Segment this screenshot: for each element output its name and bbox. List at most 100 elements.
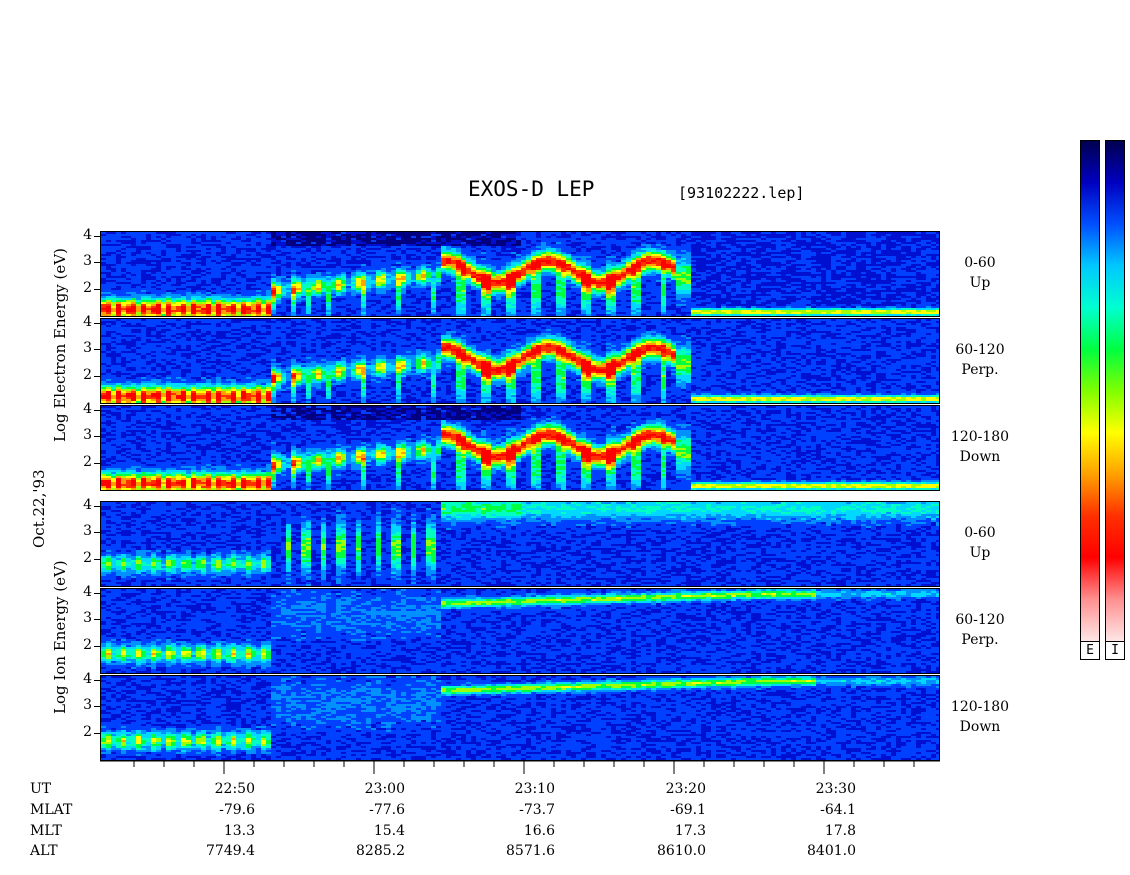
spectrogram-cell	[621, 234, 626, 236]
spectrogram-cell	[251, 270, 256, 272]
spectrogram-cell	[441, 274, 446, 276]
spectrogram-cell	[166, 246, 171, 248]
spectrogram-cell	[446, 256, 451, 258]
spectrogram-cell	[236, 282, 241, 284]
spectrogram-cell	[186, 232, 191, 234]
spectrogram-cell	[556, 252, 561, 254]
spectrogram-cell	[201, 288, 206, 290]
spectrogram-cell	[231, 300, 236, 302]
spectrogram-cell	[586, 312, 591, 314]
spectrogram-cell	[591, 256, 596, 258]
spectrogram-cell	[621, 272, 626, 274]
spectrogram-cell	[611, 264, 616, 266]
spectrogram-cell	[106, 238, 111, 240]
spectrogram-cell	[636, 294, 641, 296]
spectrogram-cell	[531, 294, 536, 296]
spectrogram-cell	[446, 240, 451, 242]
spectrogram-cell	[421, 246, 426, 248]
spectrogram-cell	[271, 250, 276, 252]
spectrogram-cell	[411, 236, 416, 238]
spectrogram-cell	[501, 272, 506, 274]
spectrogram-cell	[271, 246, 276, 248]
spectrogram-cell	[336, 262, 341, 264]
spectrogram-cell	[606, 244, 611, 246]
spectrogram-cell	[501, 232, 506, 234]
spectrogram-cell	[121, 260, 126, 262]
spectrogram-cell	[276, 262, 281, 264]
spectrogram-cell	[456, 250, 461, 252]
spectrogram-cell	[666, 258, 671, 260]
spectrogram-cell	[546, 286, 551, 288]
spectrogram-cell	[626, 264, 631, 266]
spectrogram-cell	[276, 280, 281, 282]
spectrogram-cell	[321, 274, 326, 276]
spectrogram-cell	[596, 284, 601, 286]
spectrogram-cell	[371, 276, 376, 278]
spectrogram-cell	[521, 270, 526, 272]
spectrogram-cell	[406, 268, 411, 270]
spectrogram-cell	[611, 262, 616, 264]
spectrogram-cell	[176, 260, 181, 262]
spectrogram-cell	[131, 314, 136, 316]
spectrogram-cell	[291, 288, 296, 290]
spectrogram-cell	[226, 302, 231, 304]
spectrogram-cell	[311, 276, 316, 278]
spectrogram-cell	[336, 314, 341, 316]
spectrogram-cell	[601, 302, 606, 304]
spectrogram-cell	[446, 286, 451, 288]
spectrogram-cell	[611, 288, 616, 290]
spectrogram-cell	[481, 312, 486, 314]
spectrogram-cell	[236, 260, 241, 262]
spectrogram-cell	[221, 302, 226, 304]
spectrogram-cell	[651, 280, 656, 282]
spectrogram-cell	[416, 274, 421, 276]
spectrogram-cell	[196, 258, 201, 260]
spectrogram-cell	[506, 286, 511, 288]
spectrogram-cell	[376, 260, 381, 262]
spectrogram-cell	[256, 260, 261, 262]
spectrogram-cell	[446, 280, 451, 282]
spectrogram-cell	[341, 308, 346, 310]
spectrogram-cell	[251, 266, 256, 268]
spectrogram-cell	[456, 286, 461, 288]
spectrogram-cell	[276, 300, 281, 302]
spectrogram-cell	[561, 302, 566, 304]
spectrogram-cell	[151, 314, 156, 316]
spectrogram-cell	[641, 242, 646, 244]
spectrogram-cell	[121, 270, 126, 272]
spectrogram-cell	[651, 312, 656, 314]
spectrogram-cell	[626, 312, 631, 314]
spectrogram-cell	[141, 242, 146, 244]
spectrogram-cell	[471, 254, 476, 256]
spectrogram-cell	[531, 292, 536, 294]
spectrogram-cell	[371, 310, 376, 312]
spectrogram-cell	[546, 288, 551, 290]
spectrogram-cell	[346, 308, 351, 310]
spectrogram-cell	[271, 256, 276, 258]
spectrogram-cell	[146, 254, 151, 256]
spectrogram-cell	[456, 260, 461, 262]
spectrogram-cell	[146, 260, 151, 262]
spectrogram-cell	[666, 280, 671, 282]
spectrogram-cell	[606, 270, 611, 272]
spectrogram-cell	[431, 254, 436, 256]
spectrogram-cell	[486, 238, 491, 240]
spectrogram-cell	[151, 292, 156, 294]
spectrogram-cell	[351, 266, 356, 268]
spectrogram-cell	[596, 258, 601, 260]
spectrogram-cell	[476, 236, 481, 238]
spectrogram-cell	[636, 262, 641, 264]
spectrogram-cell	[166, 254, 171, 256]
spectrogram-cell	[126, 242, 131, 244]
spectrogram-cell	[286, 240, 291, 242]
spectrogram-cell	[381, 242, 386, 244]
spectrogram-cell	[496, 234, 501, 236]
spectrogram-cell	[201, 252, 206, 254]
spectrogram-cell	[591, 236, 596, 238]
spectrogram-cell	[471, 272, 476, 274]
spectrogram-cell	[326, 268, 331, 270]
spectrogram-cell	[141, 252, 146, 254]
spectrogram-cell	[611, 298, 616, 300]
spectrogram-cell	[496, 314, 501, 316]
spectrogram-cell	[481, 256, 486, 258]
